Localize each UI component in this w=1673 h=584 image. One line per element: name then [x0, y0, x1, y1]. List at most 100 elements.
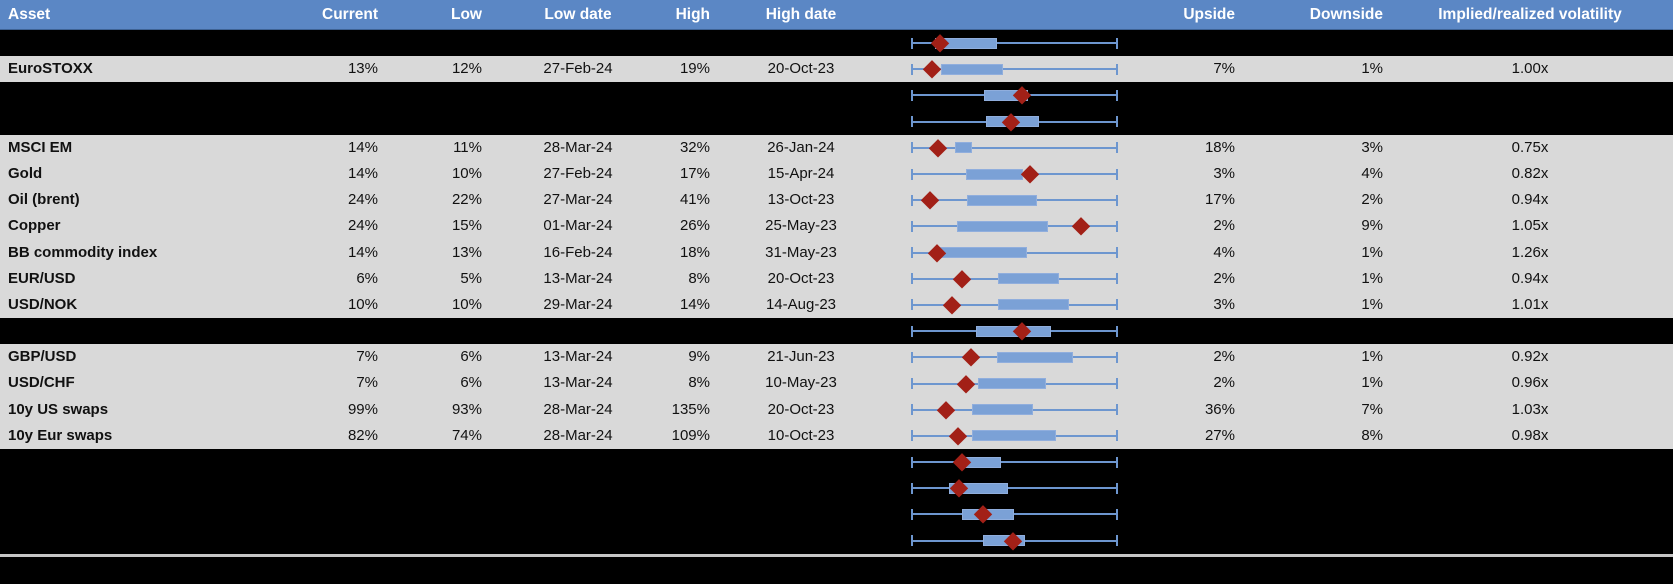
- high-cell[interactable]: 41%: [679, 191, 710, 209]
- current-cell[interactable]: 24%: [347, 217, 378, 235]
- asset-cell[interactable]: [8, 30, 296, 56]
- table-row[interactable]: Gold 14% 10% 27-Feb-24 17% 15-Apr-24 3% …: [0, 160, 1673, 188]
- asset-cell[interactable]: [8, 501, 296, 527]
- asset-cell[interactable]: EuroSTOXX: [8, 60, 93, 78]
- upside-cell[interactable]: 36%: [1204, 400, 1235, 418]
- low-cell[interactable]: 13%: [451, 243, 482, 261]
- downside-cell[interactable]: [1235, 82, 1383, 108]
- high-date-cell[interactable]: 20-Oct-23: [767, 60, 835, 78]
- column-header-downside[interactable]: Downside: [1309, 6, 1383, 23]
- high-cell[interactable]: 26%: [679, 217, 710, 235]
- high-cell[interactable]: 8%: [688, 269, 710, 287]
- table-row[interactable]: Oil (brent) 24% 22% 27-Mar-24 41% 13-Oct…: [0, 187, 1673, 214]
- high-cell[interactable]: 9%: [688, 348, 710, 366]
- high-cell[interactable]: 109%: [671, 426, 710, 444]
- low-cell[interactable]: [378, 318, 482, 344]
- hidden-row[interactable]: [0, 318, 1673, 345]
- downside-cell[interactable]: 8%: [1361, 426, 1383, 444]
- upside-cell[interactable]: 3%: [1213, 295, 1235, 313]
- low-date-cell[interactable]: 16-Feb-24: [543, 243, 613, 261]
- high-date-cell[interactable]: 25-May-23: [765, 217, 837, 235]
- downside-cell[interactable]: [1235, 449, 1383, 475]
- upside-cell[interactable]: 2%: [1213, 374, 1235, 392]
- current-cell[interactable]: 14%: [347, 243, 378, 261]
- downside-cell[interactable]: 1%: [1361, 60, 1383, 78]
- asset-cell[interactable]: 10y US swaps: [8, 400, 109, 418]
- upside-cell[interactable]: [1145, 30, 1235, 56]
- low-date-cell[interactable]: [488, 501, 668, 527]
- current-cell[interactable]: 14%: [347, 164, 378, 182]
- high-cell[interactable]: [660, 109, 710, 135]
- high-date-cell[interactable]: 15-Apr-24: [767, 164, 835, 182]
- high-cell[interactable]: [660, 475, 710, 501]
- downside-cell[interactable]: [1235, 30, 1383, 56]
- upside-cell[interactable]: [1145, 449, 1235, 475]
- current-cell[interactable]: [298, 449, 378, 475]
- high-date-cell[interactable]: 10-May-23: [765, 374, 837, 392]
- high-cell[interactable]: [660, 30, 710, 56]
- hidden-row[interactable]: [0, 108, 1673, 135]
- high-cell[interactable]: 18%: [679, 243, 710, 261]
- hidden-row[interactable]: [0, 527, 1673, 554]
- high-date-cell[interactable]: 10-Oct-23: [767, 426, 835, 444]
- asset-cell[interactable]: EUR/USD: [8, 269, 76, 287]
- asset-cell[interactable]: [8, 475, 296, 501]
- table-row[interactable]: 10y US swaps 99% 93% 28-Mar-24 135% 20-O…: [0, 396, 1673, 423]
- low-date-cell[interactable]: [488, 82, 668, 108]
- implied-realized-volatility-cell[interactable]: 1.00x: [1511, 60, 1549, 78]
- low-date-cell[interactable]: 27-Feb-24: [543, 60, 613, 78]
- table-row[interactable]: EUR/USD 6% 5% 13-Mar-24 8% 20-Oct-23 2% …: [0, 265, 1673, 292]
- low-cell[interactable]: 11%: [453, 138, 482, 156]
- downside-cell[interactable]: 2%: [1361, 191, 1383, 209]
- low-date-cell[interactable]: [488, 475, 668, 501]
- low-cell[interactable]: [378, 30, 482, 56]
- low-date-cell[interactable]: [488, 109, 668, 135]
- current-cell[interactable]: [298, 501, 378, 527]
- downside-cell[interactable]: 3%: [1361, 138, 1383, 156]
- low-cell[interactable]: 74%: [451, 426, 482, 444]
- low-cell[interactable]: [378, 528, 482, 554]
- high-date-cell[interactable]: [716, 501, 886, 527]
- high-cell[interactable]: [660, 82, 710, 108]
- current-cell[interactable]: 14%: [347, 138, 378, 156]
- current-cell[interactable]: [298, 528, 378, 554]
- low-cell[interactable]: 22%: [451, 191, 482, 209]
- asset-cell[interactable]: [8, 528, 296, 554]
- high-date-cell[interactable]: [716, 475, 886, 501]
- low-date-cell[interactable]: 28-Mar-24: [543, 426, 613, 444]
- implied-realized-volatility-cell[interactable]: [1390, 475, 1670, 501]
- upside-cell[interactable]: 17%: [1204, 191, 1235, 209]
- low-cell[interactable]: 5%: [460, 269, 482, 287]
- high-date-cell[interactable]: [716, 30, 886, 56]
- low-cell[interactable]: [378, 82, 482, 108]
- low-cell[interactable]: 6%: [460, 348, 482, 366]
- downside-cell[interactable]: 1%: [1361, 295, 1383, 313]
- high-cell[interactable]: 8%: [688, 374, 710, 392]
- current-cell[interactable]: 82%: [347, 426, 378, 444]
- upside-cell[interactable]: 7%: [1213, 60, 1235, 78]
- implied-realized-volatility-cell[interactable]: [1390, 528, 1670, 554]
- table-row[interactable]: USD/CHF 7% 6% 13-Mar-24 8% 10-May-23 2% …: [0, 370, 1673, 397]
- implied-realized-volatility-cell[interactable]: [1390, 30, 1670, 56]
- high-date-cell[interactable]: 21-Jun-23: [767, 348, 835, 366]
- low-cell[interactable]: 15%: [451, 217, 482, 235]
- implied-realized-volatility-cell[interactable]: 1.01x: [1511, 295, 1549, 313]
- implied-realized-volatility-cell[interactable]: 1.26x: [1511, 243, 1549, 261]
- upside-cell[interactable]: 18%: [1204, 138, 1235, 156]
- asset-cell[interactable]: USD/NOK: [8, 295, 78, 313]
- table-row[interactable]: MSCI EM 14% 11% 28-Mar-24 32% 26-Jan-24 …: [0, 134, 1673, 161]
- asset-cell[interactable]: [8, 318, 296, 344]
- table-row[interactable]: GBP/USD 7% 6% 13-Mar-24 9% 21-Jun-23 2% …: [0, 344, 1673, 371]
- current-cell[interactable]: [298, 30, 378, 56]
- upside-cell[interactable]: [1145, 475, 1235, 501]
- current-cell[interactable]: 7%: [356, 348, 378, 366]
- downside-cell[interactable]: [1235, 109, 1383, 135]
- current-cell[interactable]: 6%: [356, 269, 378, 287]
- low-date-cell[interactable]: 27-Mar-24: [543, 191, 613, 209]
- low-cell[interactable]: 10%: [451, 164, 482, 182]
- asset-cell[interactable]: GBP/USD: [8, 348, 77, 366]
- asset-cell[interactable]: 10y Eur swaps: [8, 426, 113, 444]
- column-header-low-date[interactable]: Low date: [544, 6, 612, 23]
- high-date-cell[interactable]: [716, 449, 886, 475]
- high-cell[interactable]: 135%: [671, 400, 710, 418]
